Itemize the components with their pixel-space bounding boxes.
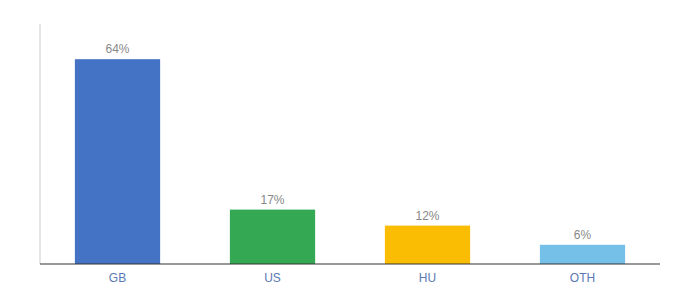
x-tick-label: OTH <box>570 271 595 285</box>
bars <box>75 59 625 264</box>
chart-container: 64% 17% 12% 6% GB US HU OTH <box>0 0 680 300</box>
data-label: 17% <box>260 193 284 207</box>
bar <box>385 226 470 264</box>
bar <box>540 245 625 264</box>
bar <box>230 210 315 264</box>
y-axis-line <box>40 24 41 264</box>
chart-svg: 64% 17% 12% 6% GB US HU OTH <box>0 0 680 300</box>
x-axis-line <box>40 263 660 264</box>
x-tick-label: US <box>264 271 281 285</box>
bar <box>75 59 160 264</box>
x-tick-label: GB <box>109 271 126 285</box>
data-label: 12% <box>415 209 439 223</box>
x-tick-label: HU <box>419 271 436 285</box>
data-label: 6% <box>574 228 592 242</box>
data-label: 64% <box>105 42 129 56</box>
